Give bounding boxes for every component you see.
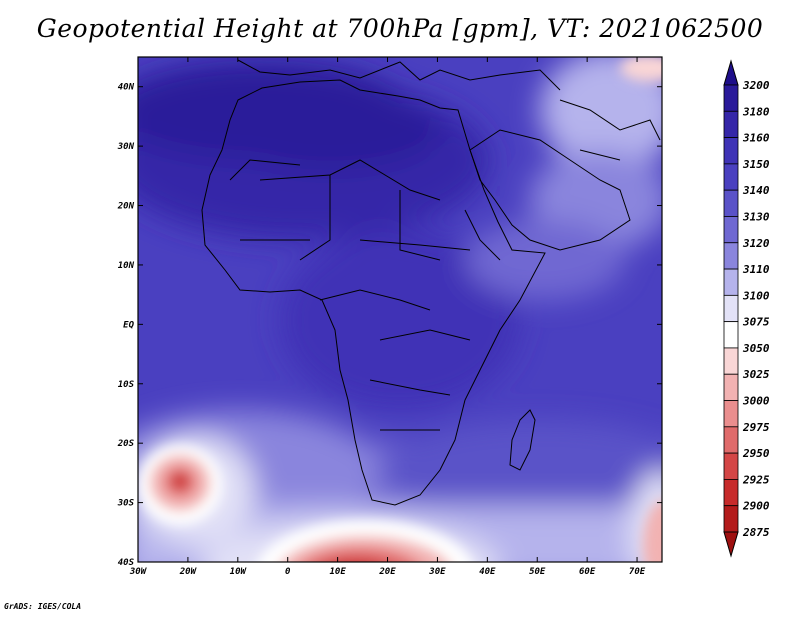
plot-frame [137,56,663,563]
colorbar-label: 2925 [742,473,770,486]
longitude-axis: 30W 20W 10W 0 10E 20E 30E 40E 50E 60E 70E [129,57,646,577]
lat-tick-label: 40S [118,558,135,568]
lon-tick-label: 40E [479,567,496,577]
colorbar-label: 2950 [742,447,770,460]
colorbar-box [723,110,739,138]
lon-tick-label: 30E [428,567,446,577]
colorbar-label: 3200 [742,79,770,92]
colorbar-label: 3130 [742,210,770,223]
lat-tick-label: 30S [117,499,135,509]
colorbar-box [723,216,739,244]
height-field [138,57,662,562]
colorbar-label: 3120 [742,237,770,250]
colorbar-box [723,137,739,165]
lat-tick-label: 10S [118,380,135,390]
colorbar-label: 3140 [742,184,770,197]
lat-tick-label: 10N [118,261,135,271]
lon-tick-label: 10W [230,567,248,577]
colorbar-box [723,294,739,323]
map-title: Geopotential Height at 700hPa [gpm], VT:… [36,14,764,43]
lon-tick-label: 70E [629,567,646,577]
lat-tick-label: 20N [117,202,135,212]
colorbar-bottom-arrow [723,531,739,558]
lon-tick-label: 30W [129,567,148,577]
lat-tick-label: EQ [123,320,134,330]
colorbar-label: 3025 [742,368,770,381]
colorbar-box [723,189,739,217]
colorbar-box [723,347,739,375]
lon-tick-label: 20W [179,567,198,577]
colorbar-label: 3110 [742,263,770,276]
lon-tick-label: 10E [329,567,346,577]
colorbar-top-arrow [723,59,739,86]
lon-tick-label: 50E [529,567,546,577]
colorbar-box [723,426,739,454]
colorbar-label: 3160 [742,132,770,145]
colorbar-box [723,84,739,112]
colorbar-label: 3000 [742,395,770,408]
colorbar-box [723,268,739,296]
colorbar-label: 2875 [742,526,770,539]
coastlines [201,59,661,506]
colorbar-label: 2975 [742,421,770,434]
lat-tick-label: 30N [117,142,135,152]
lat-tick-label: 40N [118,83,135,93]
colorbar-label: 3150 [742,158,770,171]
credit-label: GrADS: IGES/COLA [4,602,82,611]
colorbar-label: 2900 [742,500,770,513]
colorbar-label: 3075 [742,316,770,329]
colorbar-box [723,373,739,401]
lon-tick-label: 60E [579,567,596,577]
colorbar-label: 3100 [742,289,770,302]
colorbar-label: 3180 [742,105,770,118]
colorbar-box [723,242,739,270]
colorbar-box [723,505,739,533]
colorbar-box [723,400,739,428]
colorbar-box [723,452,739,480]
lon-tick-label: 0 [285,567,291,577]
colorbar-label: 3050 [742,342,770,355]
lon-tick-label: 20E [378,567,396,577]
colorbar-box [723,163,739,191]
lat-tick-label: 20S [117,439,135,449]
colorbar: 3200 3180 3160 3150 3140 3130 3120 3110 3100 3075… [723,59,770,558]
latitude-axis: 40N 30N 20N 10N EQ 10S 20S 30S 40S [117,83,662,568]
colorbar-box [723,321,739,349]
colorbar-box [723,479,739,507]
